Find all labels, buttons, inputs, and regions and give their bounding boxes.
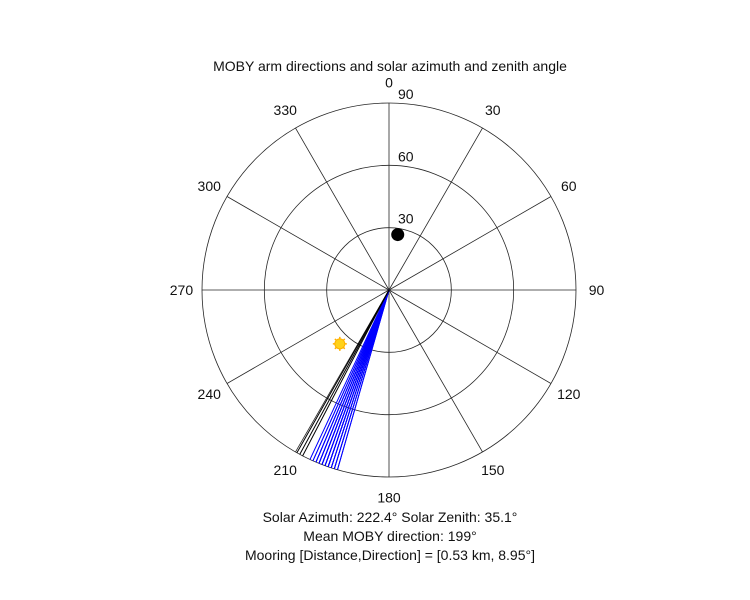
polar-grid bbox=[201, 102, 577, 478]
moby-arm-line bbox=[309, 289, 390, 460]
reference-direction-line bbox=[302, 289, 390, 457]
angle-tick-label: 0 bbox=[385, 74, 393, 90]
angle-spoke bbox=[388, 289, 552, 384]
solar-angles-caption: Solar Azimuth: 222.4° Solar Zenith: 35.1… bbox=[262, 509, 518, 525]
moby-arm-line bbox=[315, 289, 390, 463]
angle-tick-label: 30 bbox=[485, 102, 501, 118]
radial-tick-label: 30 bbox=[398, 211, 414, 227]
moby-arm-line bbox=[336, 289, 390, 470]
angle-spoke bbox=[295, 127, 390, 291]
moby-arm-line bbox=[321, 289, 390, 465]
angle-tick-label: 210 bbox=[274, 462, 298, 478]
angle-tick-label: 300 bbox=[198, 178, 222, 194]
series-layer bbox=[296, 228, 405, 470]
reference-direction-line bbox=[299, 289, 390, 455]
moby-arm-line bbox=[318, 289, 390, 464]
angle-tick-label: 180 bbox=[377, 490, 401, 506]
moby-arm-line bbox=[333, 289, 390, 469]
radial-tick-label: 90 bbox=[398, 86, 414, 102]
angle-tick-label: 90 bbox=[589, 282, 605, 298]
tick-labels: 0 30 60 90 120 150 180 210 240 270 300 330 30 60 90 bbox=[170, 74, 605, 505]
angle-spoke bbox=[388, 127, 483, 291]
angle-spoke bbox=[388, 289, 483, 453]
angle-spoke bbox=[226, 196, 390, 291]
angle-tick-label: 60 bbox=[561, 178, 577, 194]
moby-arm-line bbox=[312, 289, 390, 462]
angle-tick-label: 270 bbox=[170, 282, 194, 298]
sun-disc bbox=[334, 338, 346, 350]
radial-tick-label: 60 bbox=[398, 148, 414, 164]
angle-spoke bbox=[388, 196, 552, 291]
angle-tick-label: 330 bbox=[274, 102, 298, 118]
mooring-caption: Mooring [Distance,Direction] = [0.53 km,… bbox=[244, 547, 535, 563]
reference-direction-line bbox=[296, 289, 390, 454]
angle-tick-label: 150 bbox=[481, 462, 505, 478]
moby-arm-line bbox=[330, 289, 390, 469]
chart-title: MOBY arm directions and solar azimuth an… bbox=[213, 58, 567, 74]
moby-arm-line bbox=[327, 289, 390, 467]
moby-arm-line bbox=[324, 289, 390, 466]
angle-spoke bbox=[226, 289, 390, 384]
mooring-marker bbox=[391, 228, 405, 242]
angle-tick-label: 240 bbox=[198, 386, 222, 402]
sun-marker bbox=[332, 336, 347, 351]
mean-direction-caption: Mean MOBY direction: 199° bbox=[303, 528, 477, 544]
angle-tick-label: 120 bbox=[557, 386, 581, 402]
